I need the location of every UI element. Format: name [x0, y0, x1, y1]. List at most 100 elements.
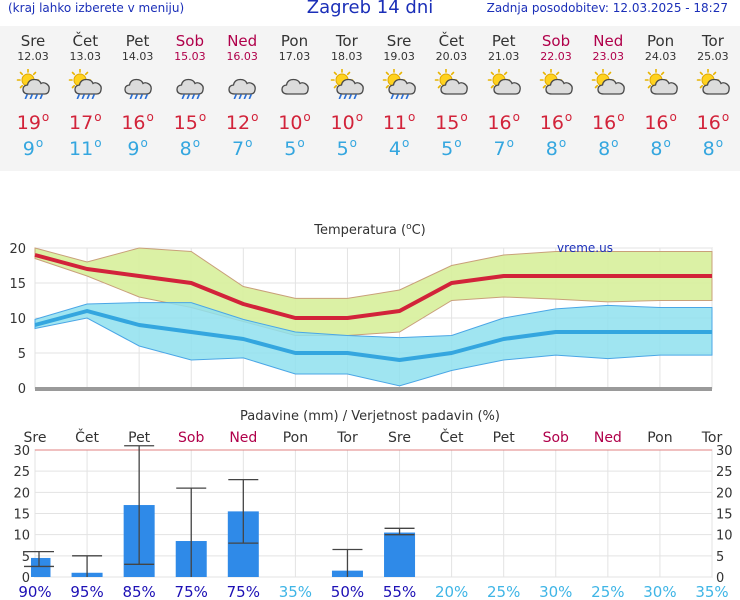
day-column: Pon 17.03 10o 5o [269, 26, 321, 171]
y-tick-label: 10 [9, 312, 26, 327]
precipitation-bar [384, 532, 416, 577]
cloud-rain-icon [228, 78, 257, 99]
max-temperature: 10o [330, 110, 364, 134]
y-tick-label-right: 5 [716, 550, 724, 565]
day-date: 23.03 [592, 50, 625, 63]
day-name: Pet [491, 32, 516, 50]
sun-cloud-icon [539, 69, 573, 95]
x-category-label: Pet [128, 430, 151, 446]
day-date: 13.03 [69, 50, 102, 63]
location-menu-hint: (kraj lahko izberete v meniju) [8, 1, 185, 15]
cloud-icon [280, 78, 309, 95]
probability-label: 35% [279, 583, 312, 600]
max-temperature: 16o [539, 110, 573, 134]
y-tick-label-left: 25 [13, 465, 30, 480]
min-temperature: 9o [22, 136, 44, 160]
day-name: Ned [593, 32, 624, 50]
day-date: 25.03 [697, 50, 729, 63]
x-category-label: Čet [440, 428, 464, 446]
x-category-label: Sre [388, 430, 411, 446]
x-category-label: Ned [594, 430, 622, 446]
day-column: Sob 15.03 15o 8o [164, 26, 216, 171]
forecast-strip: Sre 12.03 19o 9o Čet 13.03 17o 11o Pet 14.03 16o 9o… [0, 26, 740, 171]
sun-cloud-rain-icon [16, 69, 50, 99]
day-date: 19.03 [383, 50, 415, 63]
last-update: Zadnja posodobitev: 12.03.2025 - 18:27 [486, 1, 728, 15]
day-date: 12.03 [17, 50, 49, 63]
day-date: 15.03 [174, 50, 206, 63]
y-tick-label: 5 [18, 347, 26, 362]
max-temperature: 16o [487, 110, 520, 134]
day-name: Pon [280, 32, 309, 50]
probability-label: 30% [643, 583, 676, 600]
day-date: 22.03 [540, 50, 572, 63]
max-temperature: 15o [173, 110, 207, 134]
max-temperature: 16o [121, 110, 154, 134]
page-title: Zagreb 14 dni [306, 0, 434, 18]
probability-label: 35% [695, 583, 728, 600]
probability-label: 95% [70, 583, 103, 600]
probability-label: 50% [331, 583, 364, 600]
y-tick-label-right: 30 [716, 444, 733, 459]
day-column: Sre 12.03 19o 9o [7, 26, 59, 171]
y-tick-label-right: 15 [716, 508, 733, 523]
temperature-chart: Temperatura (oC) 0 5 10 15 20 vreme.us [9, 222, 713, 397]
min-temperature: 5o [336, 136, 358, 160]
y-tick-label-left: 15 [13, 508, 30, 523]
precipitation-chart: Padavine (mm) / Verjetnost padavin (%) Sr… [13, 409, 733, 600]
day-column: Pet 21.03 16o 7o [478, 26, 530, 171]
top-bar: (kraj lahko izberete v meniju) Zagreb 14… [0, 0, 740, 22]
y-tick-label-left: 30 [13, 444, 30, 459]
max-temperature: 12o [225, 110, 259, 134]
precipitation-bar [31, 557, 51, 577]
sun-cloud-rain-icon [68, 69, 103, 99]
sun-cloud-icon [487, 69, 521, 95]
x-category-label: Tor [701, 430, 723, 446]
day-name: Pon [646, 32, 675, 50]
y-tick-label-left: 10 [13, 529, 30, 544]
probability-label: 75% [175, 583, 208, 600]
y-tick-label-left: 0 [22, 571, 30, 586]
day-name: Pet [125, 32, 150, 50]
y-tick-label-left: 20 [13, 486, 30, 501]
cloud-rain-icon [123, 78, 152, 99]
cloud-rain-icon [176, 78, 204, 99]
x-category-label: Sre [24, 430, 47, 446]
max-temperature: 19o [16, 110, 50, 134]
sun-cloud-icon [644, 69, 678, 95]
min-temperature: 8o [650, 136, 671, 160]
day-date: 16.03 [226, 50, 258, 63]
day-date: 14.03 [121, 50, 154, 63]
day-date: 18.03 [331, 50, 363, 63]
day-name: Sob [541, 32, 571, 50]
day-column: Pet 14.03 16o 9o [112, 26, 164, 171]
probability-label: 75% [227, 583, 260, 600]
sun-cloud-rain-icon [382, 69, 416, 99]
probability-label: 30% [539, 583, 572, 600]
day-column: Ned 16.03 12o 7o [216, 26, 268, 171]
max-temperature: 15o [435, 110, 468, 134]
day-date: 21.03 [487, 50, 520, 63]
x-category-label: Sob [178, 430, 204, 446]
x-axis-bar [35, 387, 712, 391]
min-temperature: 8o [179, 136, 201, 160]
max-temperature: 11o [382, 110, 416, 134]
day-column: Ned 23.03 16o 8o [582, 26, 634, 171]
day-column: Tor 25.03 16o 8o [687, 26, 739, 171]
min-temperature-line [34, 309, 712, 362]
min-temperature: 7o [231, 136, 253, 160]
y-tick-label-left: 5 [22, 550, 30, 565]
sun-cloud-icon [435, 69, 469, 95]
x-category-label: Tor [336, 430, 358, 446]
x-category-label: Pon [647, 430, 672, 446]
x-category-label: Pon [283, 430, 308, 446]
day-column: Tor 18.03 10o 5o [321, 26, 373, 171]
watermark-text: vreme.us [557, 241, 613, 255]
max-temperature-line [34, 253, 712, 320]
day-column: Čet 13.03 17o 11o [59, 26, 111, 171]
x-category-label: Sob [543, 430, 569, 446]
max-temperature: 16o [592, 110, 625, 134]
min-temperature: 8o [598, 136, 619, 160]
x-category-label: Pet [493, 430, 516, 446]
day-date: 20.03 [435, 50, 468, 63]
